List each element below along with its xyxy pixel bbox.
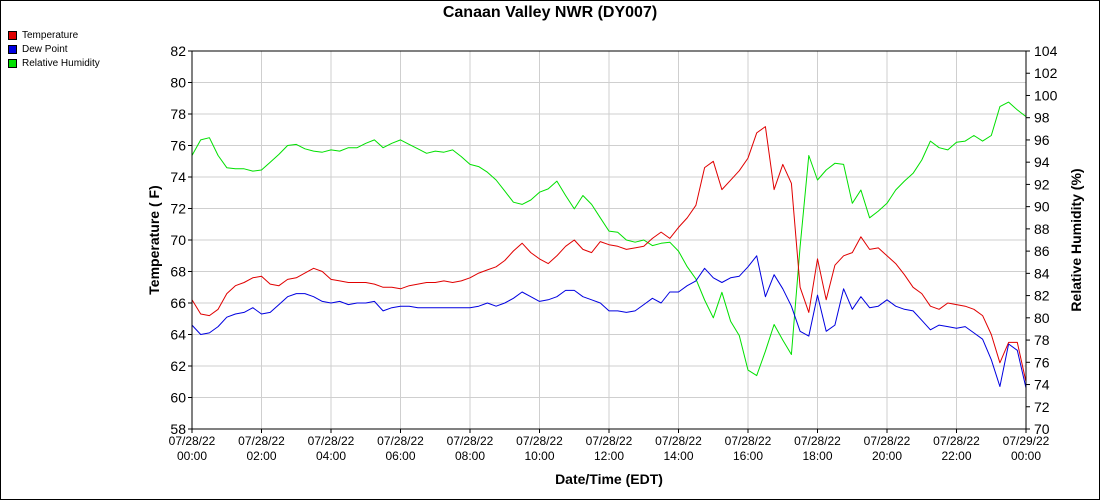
x-tick-label-date: 07/28/22 (586, 434, 633, 448)
x-tick-label-date: 07/28/22 (447, 434, 494, 448)
right-tick-label: 80 (1034, 310, 1050, 326)
legend: Temperature Dew Point Relative Humidity (8, 28, 100, 70)
left-tick-label: 58 (170, 421, 186, 437)
x-tick-label-time: 04:00 (316, 449, 346, 463)
series-group (191, 101, 1027, 389)
legend-item-relative-humidity: Relative Humidity (8, 56, 100, 70)
x-tick-label-date: 07/28/22 (377, 434, 424, 448)
legend-label-temperature: Temperature (22, 29, 79, 41)
x-tick-label-time: 06:00 (385, 449, 415, 463)
x-axis-label: Date/Time (EDT) (555, 471, 663, 487)
legend-label-dew-point: Dew Point (22, 43, 68, 55)
right-tick-label: 84 (1034, 265, 1050, 281)
left-tick-label: 70 (170, 232, 186, 248)
legend-swatch-relative-humidity (8, 58, 17, 68)
legend-item-temperature: Temperature (8, 28, 100, 42)
right-tick-label: 76 (1034, 354, 1050, 370)
x-tick-label-date: 07/28/22 (308, 434, 355, 448)
legend-item-dew-point: Dew Point (8, 42, 100, 56)
x-tick-label-date: 07/28/22 (655, 434, 702, 448)
left-tick-label: 78 (170, 106, 186, 122)
right-tick-label: 92 (1034, 176, 1050, 192)
left-axis-label: Temperature ( F) (146, 185, 162, 294)
left-axis-ticks: 58 60 62 64 66 68 70 72 74 76 78 80 82 (170, 43, 192, 437)
x-tick-label-time: 00:00 (177, 449, 207, 463)
right-tick-label: 78 (1034, 332, 1050, 348)
x-tick-label-time: 12:00 (594, 449, 624, 463)
x-tick-label-date: 07/28/22 (725, 434, 772, 448)
x-tick-label-time: 02:00 (246, 449, 276, 463)
x-tick-label-date: 07/28/22 (238, 434, 285, 448)
x-tick-label-time: 22:00 (941, 449, 971, 463)
right-tick-label: 102 (1034, 65, 1058, 81)
left-tick-label: 80 (170, 75, 186, 91)
x-tick-label-time: 00:00 (1011, 449, 1041, 463)
x-tick-label-date: 07/28/22 (933, 434, 980, 448)
legend-swatch-dew-point (8, 44, 17, 54)
left-tick-label: 60 (170, 390, 186, 406)
left-tick-label: 82 (170, 43, 186, 59)
x-tick-label-date: 07/28/22 (864, 434, 911, 448)
x-tick-label-date: 07/29/22 (1003, 434, 1050, 448)
right-tick-label: 100 (1034, 87, 1058, 103)
series-line-dew-point (191, 255, 1027, 389)
right-tick-label: 88 (1034, 221, 1050, 237)
right-axis-label: Relative Humidity (%) (1068, 168, 1084, 311)
right-tick-label: 70 (1034, 421, 1050, 437)
legend-label-relative-humidity: Relative Humidity (22, 57, 100, 69)
left-tick-label: 74 (170, 169, 186, 185)
right-axis-ticks: 70 72 74 76 78 80 82 84 86 88 90 92 94 96 98 100 102 104 (1026, 43, 1058, 437)
right-tick-label: 74 (1034, 377, 1050, 393)
right-tick-label: 86 (1034, 243, 1050, 259)
x-tick-label-time: 16:00 (733, 449, 763, 463)
left-tick-label: 66 (170, 295, 186, 311)
left-tick-label: 64 (170, 327, 186, 343)
chart-title: Canaan Valley NWR (DY007) (442, 4, 658, 21)
x-tick-label-date: 07/28/22 (169, 434, 216, 448)
x-tick-label-time: 08:00 (455, 449, 485, 463)
x-tick-label-date: 07/28/22 (794, 434, 841, 448)
left-tick-label: 68 (170, 264, 186, 280)
series-line-temperature (191, 126, 1027, 382)
x-axis-ticks: 07/28/2200:0007/28/2202:0007/28/2204:000… (169, 429, 1050, 463)
left-tick-label: 72 (170, 201, 186, 217)
grid (191, 50, 1027, 430)
right-tick-label: 82 (1034, 288, 1050, 304)
x-tick-label-date: 07/28/22 (516, 434, 563, 448)
right-tick-label: 90 (1034, 199, 1050, 215)
right-tick-label: 72 (1034, 399, 1050, 415)
x-tick-label-time: 20:00 (872, 449, 902, 463)
right-tick-label: 98 (1034, 110, 1050, 126)
left-tick-label: 76 (170, 138, 186, 154)
right-tick-label: 94 (1034, 154, 1050, 170)
legend-swatch-temperature (8, 30, 17, 40)
x-tick-label-time: 14:00 (663, 449, 693, 463)
right-tick-label: 96 (1034, 132, 1050, 148)
series-line-relative-humidity (191, 101, 1027, 377)
left-tick-label: 62 (170, 358, 186, 374)
x-tick-label-time: 10:00 (524, 449, 554, 463)
right-tick-label: 104 (1034, 43, 1058, 59)
x-tick-label-time: 18:00 (802, 449, 832, 463)
